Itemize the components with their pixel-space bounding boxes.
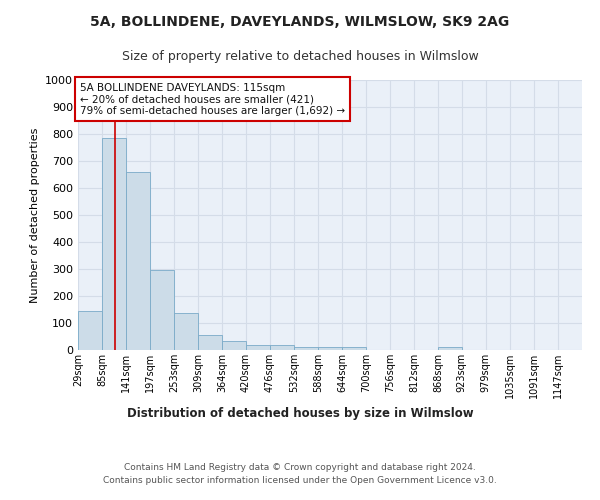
- Text: 5A, BOLLINDENE, DAVEYLANDS, WILMSLOW, SK9 2AG: 5A, BOLLINDENE, DAVEYLANDS, WILMSLOW, SK…: [91, 15, 509, 29]
- Bar: [150, 270, 174, 350]
- Text: Contains public sector information licensed under the Open Government Licence v3: Contains public sector information licen…: [103, 476, 497, 485]
- Bar: [270, 344, 294, 350]
- Y-axis label: Number of detached properties: Number of detached properties: [29, 128, 40, 302]
- Bar: [294, 347, 318, 350]
- Bar: [318, 348, 342, 350]
- Bar: [199, 334, 222, 350]
- Text: Size of property relative to detached houses in Wilmslow: Size of property relative to detached ho…: [122, 50, 478, 63]
- Bar: [222, 341, 246, 350]
- Bar: [342, 348, 366, 350]
- Bar: [102, 138, 126, 350]
- Bar: [78, 311, 102, 350]
- Bar: [174, 312, 198, 350]
- Text: 5A BOLLINDENE DAVEYLANDS: 115sqm
← 20% of detached houses are smaller (421)
79% : 5A BOLLINDENE DAVEYLANDS: 115sqm ← 20% o…: [80, 82, 345, 116]
- Bar: [246, 344, 270, 350]
- Text: Distribution of detached houses by size in Wilmslow: Distribution of detached houses by size …: [127, 408, 473, 420]
- Text: Contains HM Land Registry data © Crown copyright and database right 2024.: Contains HM Land Registry data © Crown c…: [124, 462, 476, 471]
- Bar: [126, 172, 150, 350]
- Bar: [438, 348, 461, 350]
